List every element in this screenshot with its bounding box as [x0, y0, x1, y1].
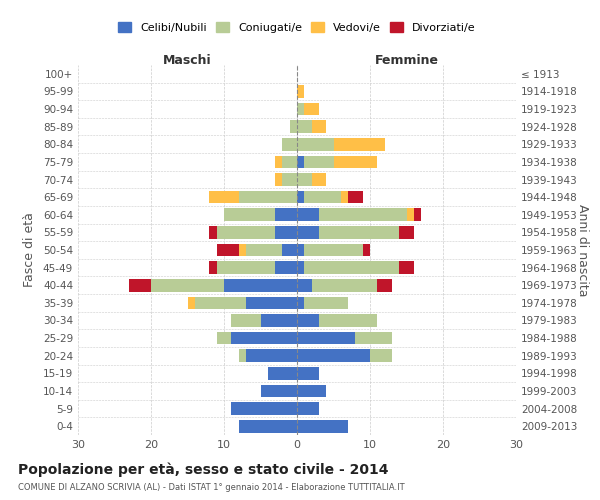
Bar	[304, 262, 399, 274]
Bar	[283, 173, 297, 186]
Bar	[297, 420, 348, 432]
Bar	[334, 138, 385, 150]
Bar	[260, 314, 297, 327]
Bar	[297, 384, 326, 398]
Bar	[377, 279, 392, 291]
Bar	[414, 208, 421, 221]
Bar	[129, 279, 151, 291]
Bar	[319, 208, 407, 221]
Bar	[239, 191, 297, 203]
Bar	[407, 208, 414, 221]
Bar	[217, 262, 275, 274]
Bar	[348, 191, 363, 203]
Legend: Celibi/Nubili, Coniugati/e, Vedovi/e, Divorziati/e: Celibi/Nubili, Coniugati/e, Vedovi/e, Di…	[115, 19, 479, 36]
Bar	[304, 156, 334, 168]
Bar	[283, 156, 297, 168]
Text: COMUNE DI ALZANO SCRIVIA (AL) - Dati ISTAT 1° gennaio 2014 - Elaborazione TUTTIT: COMUNE DI ALZANO SCRIVIA (AL) - Dati IST…	[18, 484, 404, 492]
Bar	[246, 244, 283, 256]
Bar	[232, 314, 260, 327]
Bar	[260, 384, 297, 398]
Bar	[297, 402, 319, 415]
Bar	[297, 367, 319, 380]
Bar	[239, 244, 246, 256]
Bar	[297, 296, 304, 309]
Bar	[290, 120, 297, 133]
Bar	[297, 350, 370, 362]
Bar	[209, 262, 217, 274]
Bar	[362, 244, 370, 256]
Bar	[239, 350, 246, 362]
Bar	[275, 208, 297, 221]
Bar	[297, 102, 304, 116]
Bar	[275, 226, 297, 238]
Bar	[297, 244, 304, 256]
Bar	[319, 226, 399, 238]
Text: Femmine: Femmine	[374, 54, 439, 67]
Bar	[209, 191, 239, 203]
Bar	[217, 226, 275, 238]
Text: Popolazione per età, sesso e stato civile - 2014: Popolazione per età, sesso e stato civil…	[18, 462, 389, 477]
Bar	[246, 350, 297, 362]
Text: Maschi: Maschi	[163, 54, 212, 67]
Bar	[399, 226, 414, 238]
Bar	[283, 138, 297, 150]
Bar	[224, 208, 275, 221]
Y-axis label: Anni di nascita: Anni di nascita	[576, 204, 589, 296]
Bar	[304, 102, 319, 116]
Y-axis label: Fasce di età: Fasce di età	[23, 212, 36, 288]
Bar	[268, 367, 297, 380]
Bar	[319, 314, 377, 327]
Bar	[311, 279, 377, 291]
Bar	[297, 191, 304, 203]
Bar	[304, 296, 348, 309]
Bar	[297, 208, 319, 221]
Bar	[297, 120, 311, 133]
Bar	[304, 244, 362, 256]
Bar	[232, 332, 297, 344]
Bar	[334, 156, 377, 168]
Bar	[195, 296, 246, 309]
Bar	[151, 279, 224, 291]
Bar	[224, 279, 297, 291]
Bar	[297, 314, 319, 327]
Bar	[217, 332, 232, 344]
Bar	[370, 350, 392, 362]
Bar	[297, 332, 355, 344]
Bar	[311, 120, 326, 133]
Bar	[297, 262, 304, 274]
Bar	[297, 156, 304, 168]
Bar	[232, 402, 297, 415]
Bar	[297, 138, 334, 150]
Bar	[297, 226, 319, 238]
Bar	[297, 173, 311, 186]
Bar	[399, 262, 414, 274]
Bar	[275, 156, 283, 168]
Bar	[283, 244, 297, 256]
Bar	[355, 332, 392, 344]
Bar	[239, 420, 297, 432]
Bar	[275, 173, 283, 186]
Bar	[311, 173, 326, 186]
Bar	[297, 85, 304, 98]
Bar	[187, 296, 195, 309]
Bar	[304, 191, 341, 203]
Bar	[341, 191, 348, 203]
Bar	[275, 262, 297, 274]
Bar	[246, 296, 297, 309]
Bar	[209, 226, 217, 238]
Bar	[297, 279, 311, 291]
Bar	[217, 244, 239, 256]
